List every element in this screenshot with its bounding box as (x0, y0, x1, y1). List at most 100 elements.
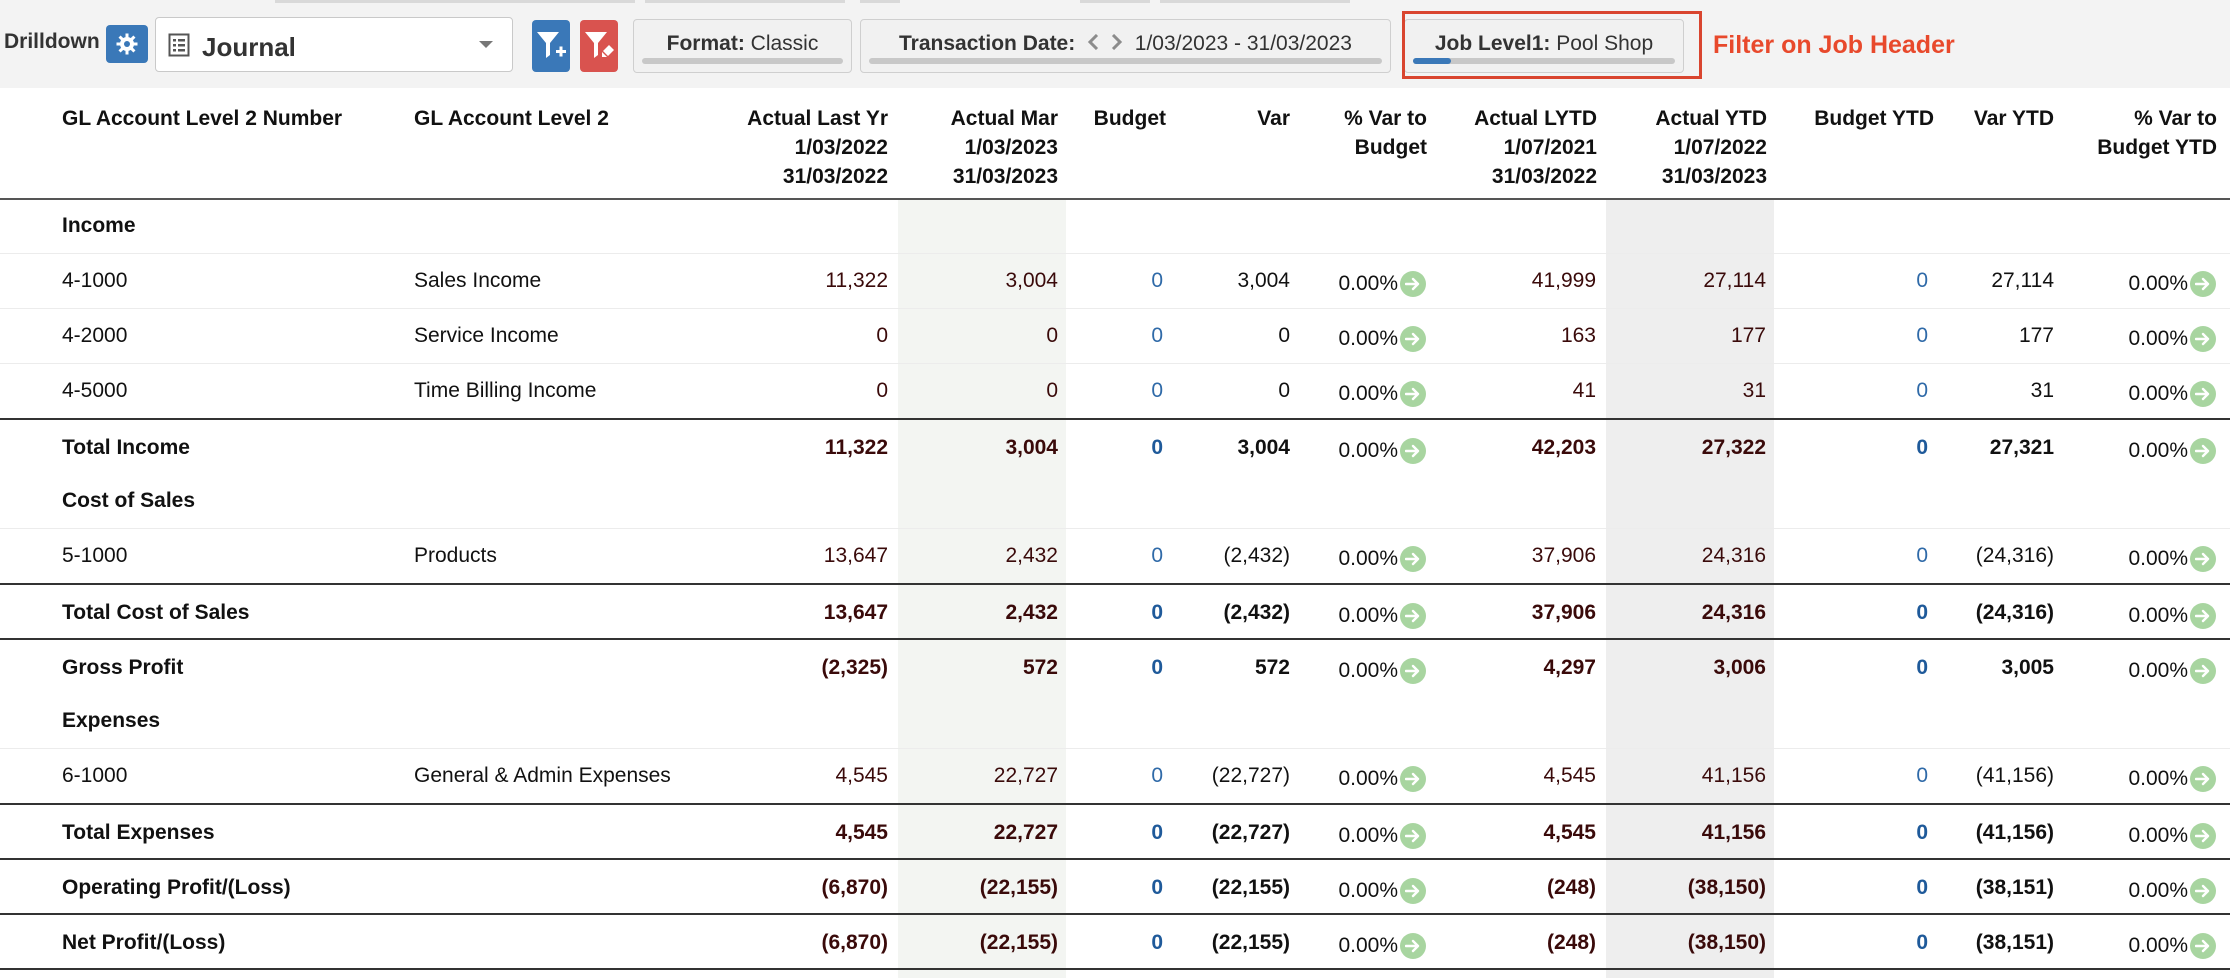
cell-actual-mar[interactable]: (22,155) (979, 876, 1058, 899)
clear-filter-button[interactable] (580, 20, 618, 72)
cell-actual-ytd[interactable]: 24,316 (1701, 544, 1766, 567)
arrow-right-icon[interactable] (2190, 546, 2216, 572)
cell-actual-last-yr[interactable]: 0 (876, 324, 888, 347)
arrow-right-icon[interactable] (1400, 438, 1426, 464)
cell-budget[interactable]: 0 (1151, 601, 1163, 624)
cell-actual-lytd[interactable]: 37,906 (1531, 601, 1596, 624)
chevron-left-icon[interactable] (1087, 33, 1099, 51)
cell-actual-ytd[interactable]: 177 (1730, 324, 1766, 347)
table-row[interactable]: 4-1000 Sales Income 11,322 3,004 0 3,004 0.00%… (0, 253, 2230, 309)
cell-budget[interactable]: 0 (1151, 269, 1163, 292)
account-number[interactable]: 6-1000 (62, 764, 128, 787)
cell-actual-mar[interactable]: 572 (1022, 656, 1058, 679)
journal-select[interactable]: Journal (155, 17, 513, 72)
account-number[interactable]: 4-5000 (62, 379, 128, 402)
col-header-budget[interactable]: Budget (1093, 107, 1166, 130)
table-row[interactable]: 4-2000 Service Income 0 0 0 0 0.00% 163 177 0 177 0… (0, 308, 2230, 364)
col-header-var-ytd[interactable]: Var YTD (1973, 107, 2054, 130)
cell-budget-ytd[interactable]: 0 (1916, 931, 1928, 954)
account-name[interactable]: General & Admin Expenses (414, 764, 671, 787)
cell-budget[interactable]: 0 (1151, 544, 1163, 567)
col-header-actual-last-yr[interactable]: Actual Last Yr 1/03/2022 31/03/2022 (747, 107, 888, 188)
table-row[interactable]: 4-5000 Time Billing Income 0 0 0 0 0.00% 41 31 0 3… (0, 363, 2230, 419)
cell-budget-ytd[interactable]: 0 (1916, 324, 1928, 347)
cell-actual-mar[interactable]: 3,004 (1005, 269, 1058, 292)
arrow-right-icon[interactable] (1400, 933, 1426, 959)
cell-actual-ytd[interactable]: 3,006 (1713, 656, 1766, 679)
drilldown-settings-button[interactable] (106, 25, 148, 63)
arrow-right-icon[interactable] (1400, 381, 1426, 407)
cell-budget-ytd[interactable]: 0 (1916, 544, 1928, 567)
cell-actual-lytd[interactable]: 42,203 (1531, 436, 1596, 459)
arrow-right-icon[interactable] (2190, 271, 2216, 297)
cell-actual-lytd[interactable]: 37,906 (1531, 544, 1596, 567)
cell-actual-ytd[interactable]: 27,114 (1703, 269, 1766, 292)
account-number[interactable]: 5-1000 (62, 544, 128, 567)
transaction-date-filter-chip[interactable]: Transaction Date: 1/03/2023 - 31/03/2023 (860, 19, 1391, 73)
cell-budget[interactable]: 0 (1151, 876, 1163, 899)
col-header-acct-name[interactable]: GL Account Level 2 (414, 107, 609, 130)
arrow-right-icon[interactable] (2190, 823, 2216, 849)
cell-actual-mar[interactable]: (22,155) (979, 931, 1058, 954)
col-header-acct-number[interactable]: GL Account Level 2 Number (62, 107, 343, 130)
cell-actual-mar[interactable]: 2,432 (1005, 544, 1058, 567)
cell-actual-mar[interactable]: 2,432 (1005, 601, 1058, 624)
arrow-right-icon[interactable] (1400, 271, 1426, 297)
account-number[interactable]: 4-2000 (62, 324, 128, 347)
cell-budget-ytd[interactable]: 0 (1916, 876, 1928, 899)
cell-budget-ytd[interactable]: 0 (1916, 379, 1928, 402)
format-filter-chip[interactable]: Format: Classic (633, 19, 852, 73)
arrow-right-icon[interactable] (1400, 823, 1426, 849)
cell-budget-ytd[interactable]: 0 (1916, 821, 1928, 844)
col-header-pct-var-budget-ytd[interactable]: % Var to Budget YTD (2097, 107, 2217, 159)
cell-actual-ytd[interactable]: 24,316 (1701, 601, 1766, 624)
account-name[interactable]: Service Income (414, 324, 559, 347)
cell-budget-ytd[interactable]: 0 (1916, 764, 1928, 787)
cell-budget-ytd[interactable]: 0 (1916, 601, 1928, 624)
cell-budget-ytd[interactable]: 0 (1916, 269, 1928, 292)
arrow-right-icon[interactable] (1400, 766, 1426, 792)
cell-actual-last-yr[interactable]: 4,545 (835, 821, 888, 844)
arrow-right-icon[interactable] (2190, 603, 2216, 629)
cell-budget[interactable]: 0 (1151, 931, 1163, 954)
cell-budget[interactable]: 0 (1151, 436, 1163, 459)
arrow-right-icon[interactable] (2190, 878, 2216, 904)
cell-actual-last-yr[interactable]: 4,545 (835, 764, 888, 787)
col-header-var[interactable]: Var (1257, 107, 1290, 130)
cell-actual-last-yr[interactable]: (6,870) (821, 876, 888, 899)
cell-actual-lytd[interactable]: 4,545 (1543, 764, 1596, 787)
cell-budget[interactable]: 0 (1151, 324, 1163, 347)
cell-actual-lytd[interactable]: 4,297 (1543, 656, 1596, 679)
col-header-actual-ytd[interactable]: Actual YTD 1/07/2022 31/03/2023 (1655, 107, 1767, 188)
arrow-right-icon[interactable] (1400, 878, 1426, 904)
arrow-right-icon[interactable] (1400, 603, 1426, 629)
arrow-right-icon[interactable] (2190, 438, 2216, 464)
col-header-actual-lytd[interactable]: Actual LYTD 1/07/2021 31/03/2022 (1474, 107, 1597, 188)
arrow-right-icon[interactable] (2190, 766, 2216, 792)
cell-actual-ytd[interactable]: 41,156 (1701, 821, 1766, 844)
arrow-right-icon[interactable] (1400, 658, 1426, 684)
table-row[interactable]: 6-1000 General & Admin Expenses 4,545 22,72… (0, 748, 2230, 804)
cell-actual-last-yr[interactable]: 11,322 (825, 269, 888, 292)
cell-actual-lytd[interactable]: 41,999 (1531, 269, 1596, 292)
cell-budget-ytd[interactable]: 0 (1916, 436, 1928, 459)
col-header-budget-ytd[interactable]: Budget YTD (1814, 107, 1934, 130)
cell-budget-ytd[interactable]: 0 (1916, 656, 1928, 679)
cell-budget[interactable]: 0 (1151, 379, 1163, 402)
cell-actual-mar[interactable]: 3,004 (1005, 436, 1058, 459)
arrow-right-icon[interactable] (1400, 326, 1426, 352)
cell-actual-ytd[interactable]: (38,150) (1687, 876, 1766, 899)
cell-actual-ytd[interactable]: (38,150) (1687, 931, 1766, 954)
cell-actual-last-yr[interactable]: 0 (876, 379, 888, 402)
cell-actual-lytd[interactable]: (248) (1546, 876, 1596, 899)
cell-actual-last-yr[interactable]: 11,322 (824, 436, 888, 459)
table-row[interactable]: 5-1000 Products 13,647 2,432 0 (2,432) 0.00% 37… (0, 528, 2230, 584)
account-name[interactable]: Time Billing Income (414, 379, 597, 402)
cell-actual-ytd[interactable]: 27,322 (1701, 436, 1766, 459)
add-filter-button[interactable] (532, 20, 570, 72)
chevron-right-icon[interactable] (1111, 33, 1123, 51)
cell-actual-lytd[interactable]: 41 (1572, 379, 1596, 402)
cell-actual-mar[interactable]: 0 (1046, 379, 1058, 402)
cell-actual-last-yr[interactable]: (2,325) (821, 656, 888, 679)
cell-actual-last-yr[interactable]: 13,647 (823, 601, 888, 624)
